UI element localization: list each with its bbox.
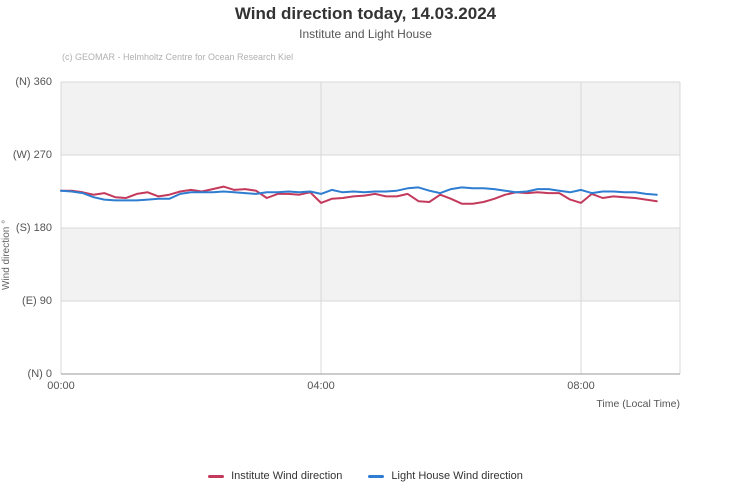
chart-subtitle: Institute and Light House xyxy=(299,27,432,41)
x-tick-0000: 00:00 xyxy=(47,380,75,392)
y-tick-270: (W) 270 xyxy=(12,149,52,161)
x-tick-0800: 08:00 xyxy=(567,380,595,392)
legend-item-lighthouse[interactable]: Light House Wind direction xyxy=(368,470,523,482)
chart-title: Wind direction today, 14.03.2024 xyxy=(234,4,497,23)
legend-item-institute[interactable]: Institute Wind direction xyxy=(208,470,342,482)
y-tick-0: (N) 0 xyxy=(27,368,52,380)
x-tick-0400: 04:00 xyxy=(307,380,335,392)
institute-line-swatch xyxy=(208,474,225,478)
lighthouse-line-swatch xyxy=(368,474,385,478)
legend: Institute Wind direction Light House Win… xyxy=(0,470,731,482)
x-axis-title: Time (Local Time) xyxy=(596,398,680,410)
y-tick-360: (N) 360 xyxy=(15,76,52,88)
legend-label-institute: Institute Wind direction xyxy=(231,470,343,482)
y-tick-90: (E) 90 xyxy=(22,295,52,307)
legend-label-lighthouse: Light House Wind direction xyxy=(391,470,523,482)
copyright-credit: (c) GEOMAR - Helmholtz Centre for Ocean … xyxy=(62,52,294,62)
y-tick-180: (S) 180 xyxy=(15,222,52,234)
y-axis-title: Wind direction ° xyxy=(1,219,12,290)
